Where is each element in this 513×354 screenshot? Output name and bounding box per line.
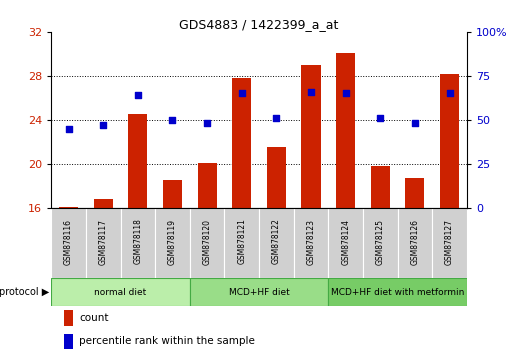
Text: GSM878116: GSM878116 (64, 218, 73, 264)
Point (238, 91, 246, 96)
Bar (190, 278, 328, 306)
Bar (440, 74, 459, 208)
Bar (336, 53, 355, 208)
Text: percentile rank within the sample: percentile rank within the sample (79, 337, 255, 347)
Text: GSM878125: GSM878125 (376, 218, 385, 264)
Bar (190, 208, 225, 278)
Bar (225, 208, 259, 278)
Text: MCD+HF diet: MCD+HF diet (229, 287, 289, 297)
Text: protocol ▶: protocol ▶ (0, 287, 50, 297)
Bar (163, 181, 182, 208)
Bar (259, 208, 293, 278)
Bar (398, 208, 432, 278)
Bar (293, 208, 328, 278)
Bar (405, 178, 424, 208)
Bar (328, 278, 467, 306)
Title: GDS4883 / 1422399_a_at: GDS4883 / 1422399_a_at (180, 18, 339, 31)
Text: count: count (79, 313, 109, 323)
Point (203, 121, 211, 126)
Bar (128, 114, 147, 208)
Point (99, 122, 107, 128)
Bar (64, 310, 73, 326)
Bar (64, 334, 73, 349)
Bar (94, 199, 113, 208)
Point (307, 89, 315, 95)
Bar (328, 208, 363, 278)
Text: GSM878119: GSM878119 (168, 218, 177, 264)
Text: MCD+HF diet with metformin: MCD+HF diet with metformin (331, 287, 464, 297)
Point (272, 115, 281, 121)
Bar (86, 208, 121, 278)
Text: normal diet: normal diet (94, 287, 147, 297)
Bar (302, 65, 321, 208)
Bar (198, 163, 216, 208)
Text: GSM878124: GSM878124 (341, 218, 350, 264)
Text: GSM878121: GSM878121 (237, 218, 246, 264)
Text: GSM878126: GSM878126 (410, 218, 420, 264)
Bar (432, 208, 467, 278)
Bar (371, 166, 390, 208)
Bar (232, 78, 251, 208)
Bar (155, 208, 190, 278)
Bar (51, 278, 190, 306)
Text: GSM878127: GSM878127 (445, 218, 454, 264)
Bar (267, 147, 286, 208)
Bar (51, 208, 86, 278)
Text: GSM878117: GSM878117 (98, 218, 108, 264)
Point (65, 126, 73, 132)
Bar (121, 208, 155, 278)
Text: GSM878123: GSM878123 (306, 218, 315, 264)
Point (168, 117, 176, 123)
Text: GSM878118: GSM878118 (133, 218, 143, 264)
Text: GSM878122: GSM878122 (272, 218, 281, 264)
Bar (363, 208, 398, 278)
Point (376, 115, 384, 121)
Point (445, 91, 453, 96)
Point (342, 91, 350, 96)
Point (411, 121, 419, 126)
Point (134, 92, 142, 98)
Text: GSM878120: GSM878120 (203, 218, 212, 264)
Bar (59, 207, 78, 208)
